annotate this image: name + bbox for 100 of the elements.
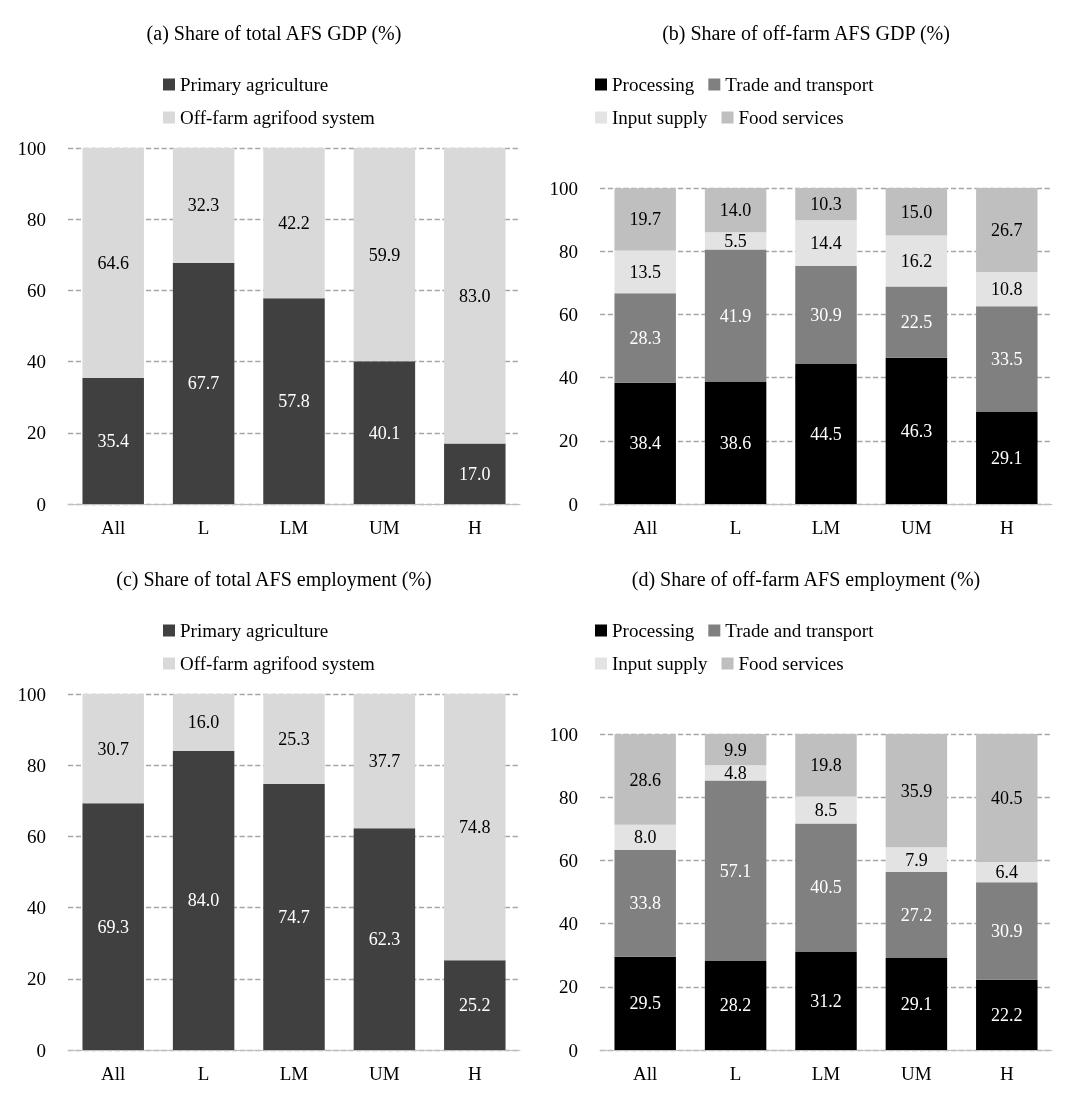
y-tick-label: 60 bbox=[559, 303, 578, 325]
bar bbox=[885, 286, 948, 358]
data-label: 57.1 bbox=[719, 860, 752, 881]
bar bbox=[885, 958, 948, 1050]
data-label: 40.5 bbox=[991, 787, 1023, 808]
bar bbox=[704, 232, 767, 250]
bar bbox=[976, 272, 1038, 307]
bar bbox=[263, 148, 325, 299]
data-label: 25.3 bbox=[278, 729, 310, 750]
y-tick-label: 80 bbox=[27, 754, 46, 776]
x-tick-label: LM bbox=[811, 1063, 841, 1084]
bar bbox=[976, 734, 1038, 862]
bar bbox=[795, 220, 857, 266]
bar bbox=[795, 951, 857, 1050]
data-label: 83.0 bbox=[459, 285, 491, 306]
x-tick-label: UM bbox=[369, 1063, 400, 1084]
data-label: 40.1 bbox=[368, 422, 401, 443]
chart-title: (a) Share of total AFS GDP (%) bbox=[146, 22, 402, 45]
bar bbox=[444, 443, 506, 504]
data-label: 9.9 bbox=[724, 739, 747, 760]
data-label: 19.8 bbox=[810, 755, 842, 776]
x-tick-label: H bbox=[999, 1063, 1014, 1084]
data-label: 10.8 bbox=[991, 279, 1023, 300]
bar bbox=[885, 235, 948, 287]
bar bbox=[263, 298, 325, 504]
data-label: 28.2 bbox=[719, 995, 752, 1016]
bar bbox=[704, 780, 767, 961]
legend-label: Off-farm agrifood system bbox=[180, 107, 376, 128]
bar bbox=[353, 361, 416, 504]
bar bbox=[444, 694, 506, 961]
bar bbox=[795, 363, 857, 504]
bar bbox=[172, 262, 235, 504]
x-tick-label: UM bbox=[901, 517, 932, 538]
y-tick-label: 0 bbox=[568, 1039, 578, 1061]
y-tick-label: 40 bbox=[27, 351, 46, 373]
bar bbox=[263, 784, 325, 1050]
x-tick-label: L bbox=[729, 1063, 742, 1084]
x-tick-label: L bbox=[197, 1063, 210, 1084]
bar bbox=[795, 823, 857, 952]
data-label: 40.5 bbox=[810, 877, 842, 898]
data-label: 29.5 bbox=[629, 993, 661, 1014]
data-label: 30.9 bbox=[991, 921, 1023, 942]
data-label: 35.9 bbox=[900, 780, 933, 801]
bar bbox=[353, 148, 416, 362]
legend-label: Trade and transport bbox=[725, 74, 875, 95]
data-label: 7.9 bbox=[905, 849, 928, 870]
legend-label: Trade and transport bbox=[725, 620, 875, 641]
data-label: 31.2 bbox=[810, 990, 842, 1011]
legend-label: Input supply bbox=[612, 107, 709, 128]
data-label: 4.8 bbox=[724, 762, 747, 783]
data-label: 74.8 bbox=[459, 817, 491, 838]
bar bbox=[976, 306, 1038, 413]
data-label: 44.5 bbox=[810, 423, 842, 444]
bar bbox=[82, 694, 144, 804]
y-tick-label: 20 bbox=[559, 430, 578, 452]
bar bbox=[885, 734, 948, 848]
y-tick-label: 40 bbox=[27, 897, 46, 919]
chart-title: (b) Share of off-farm AFS GDP (%) bbox=[662, 22, 950, 45]
data-label: 27.2 bbox=[900, 905, 933, 926]
data-label: 32.3 bbox=[187, 195, 220, 216]
x-tick-label: LM bbox=[811, 517, 841, 538]
data-label: 28.6 bbox=[629, 769, 661, 790]
bar bbox=[263, 694, 325, 785]
bar bbox=[82, 377, 144, 504]
data-label: 38.4 bbox=[629, 433, 661, 454]
x-tick-label: L bbox=[197, 517, 210, 538]
data-label: 62.3 bbox=[368, 929, 401, 950]
data-label: 69.3 bbox=[97, 916, 129, 937]
y-tick-label: 20 bbox=[27, 968, 46, 990]
data-label: 13.5 bbox=[629, 261, 661, 282]
bar bbox=[82, 803, 144, 1050]
x-tick-label: All bbox=[633, 1063, 658, 1084]
x-tick-label: LM bbox=[279, 517, 309, 538]
legend-label: Processing bbox=[612, 74, 695, 95]
bar bbox=[795, 265, 857, 364]
bar bbox=[614, 849, 676, 957]
data-label: 8.5 bbox=[814, 800, 838, 820]
data-label: 26.7 bbox=[991, 220, 1023, 241]
data-label: 57.8 bbox=[278, 391, 310, 412]
y-tick-label: 100 bbox=[17, 137, 46, 159]
data-label: 30.7 bbox=[97, 738, 129, 759]
bar bbox=[614, 956, 676, 1050]
data-label: 25.2 bbox=[459, 995, 491, 1016]
bar bbox=[795, 734, 857, 797]
x-tick-label: All bbox=[633, 517, 658, 538]
data-label: 37.7 bbox=[368, 751, 401, 772]
data-label: 8.0 bbox=[633, 827, 657, 848]
y-tick-label: 60 bbox=[27, 279, 46, 301]
bar bbox=[885, 847, 948, 873]
legend-label: Processing bbox=[612, 620, 695, 641]
y-tick-label: 40 bbox=[559, 367, 578, 389]
data-label: 29.1 bbox=[991, 448, 1023, 469]
data-label: 29.1 bbox=[900, 994, 933, 1015]
legend-label: Input supply bbox=[612, 653, 709, 674]
bar bbox=[976, 188, 1038, 273]
y-tick-label: 0 bbox=[36, 1039, 46, 1061]
bar bbox=[704, 734, 767, 766]
y-tick-label: 100 bbox=[549, 723, 578, 745]
y-tick-label: 0 bbox=[568, 493, 578, 515]
bar bbox=[976, 882, 1038, 980]
